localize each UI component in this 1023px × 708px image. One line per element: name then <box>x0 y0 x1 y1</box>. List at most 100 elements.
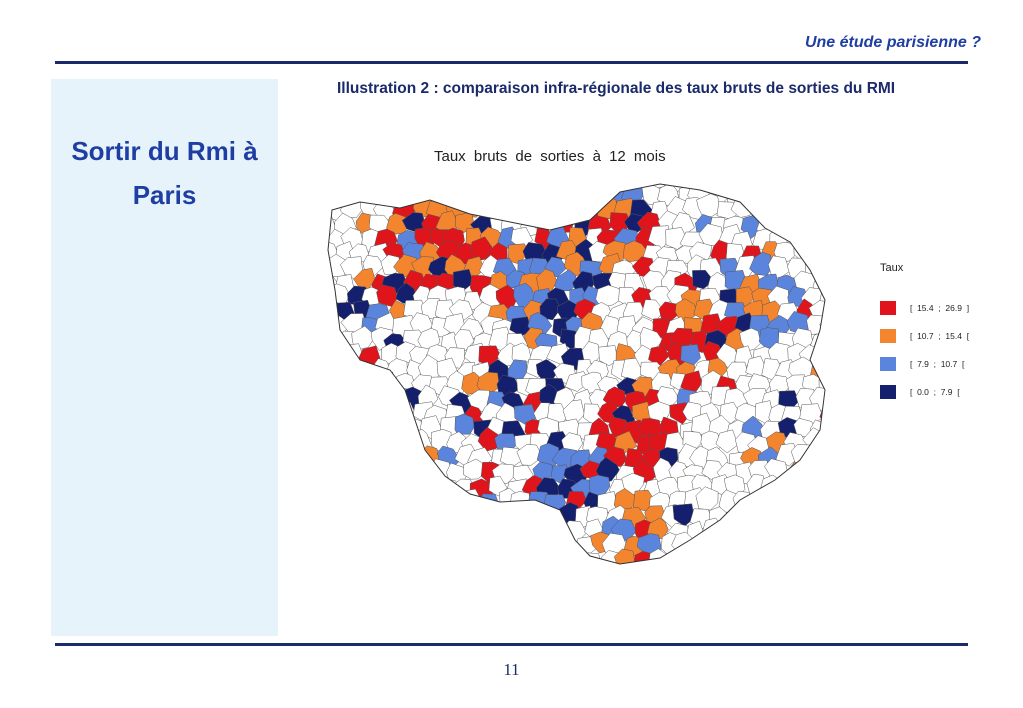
commune-polygon <box>590 563 616 564</box>
commune-polygon <box>774 535 798 558</box>
commune-polygon <box>333 561 358 564</box>
commune-polygon <box>360 184 382 189</box>
commune-polygon <box>340 521 366 543</box>
commune-polygon <box>344 184 368 193</box>
commune-polygon <box>369 184 392 207</box>
commune-polygon <box>810 331 825 357</box>
commune-polygon <box>378 428 401 451</box>
commune-polygon <box>320 374 327 394</box>
legend-item: [ 7.9 ; 10.7 [ <box>880 350 969 378</box>
commune-polygon <box>428 521 455 545</box>
commune-polygon <box>452 533 477 559</box>
commune-polygon <box>511 196 538 220</box>
commune-polygon <box>383 448 407 472</box>
legend-swatch <box>880 329 896 343</box>
commune-polygon <box>562 184 588 191</box>
commune-polygon <box>822 537 825 561</box>
commune-polygon <box>761 503 783 525</box>
commune-polygon <box>408 521 433 545</box>
commune-polygon <box>726 536 751 558</box>
commune-polygon <box>384 473 411 499</box>
commune-polygon <box>413 458 435 482</box>
commune-polygon <box>414 547 435 564</box>
commune-polygon <box>620 358 645 381</box>
commune-polygon <box>485 531 511 558</box>
commune-polygon <box>370 418 389 442</box>
commune-polygon <box>607 566 631 570</box>
commune-polygon <box>502 561 524 564</box>
commune-polygon <box>691 568 714 570</box>
commune-polygon <box>349 388 373 414</box>
commune-polygon <box>328 545 332 564</box>
commune-polygon <box>371 501 396 525</box>
commune-polygon <box>328 462 332 484</box>
commune-polygon <box>828 506 840 526</box>
commune-polygon <box>488 184 509 207</box>
sidebar-title: Sortir du Rmi à Paris <box>51 129 278 217</box>
commune-polygon <box>344 402 367 424</box>
commune-polygon <box>367 449 390 471</box>
commune-polygon <box>819 314 825 337</box>
commune-polygon <box>788 199 809 225</box>
page-number: 11 <box>503 660 520 679</box>
commune-polygon <box>494 184 520 190</box>
commune-polygon <box>715 429 739 454</box>
commune-polygon <box>495 519 520 541</box>
commune-polygon <box>771 522 795 546</box>
commune-polygon <box>507 503 529 528</box>
commune-polygon <box>672 503 695 527</box>
commune-polygon <box>436 563 461 564</box>
commune-polygon <box>443 184 465 192</box>
commune-polygon <box>719 522 740 542</box>
commune-polygon <box>419 534 442 556</box>
commune-polygon <box>392 517 416 539</box>
commune-polygon <box>815 260 825 281</box>
commune-polygon <box>402 532 424 555</box>
commune-polygon <box>331 547 350 564</box>
commune-polygon <box>795 214 819 237</box>
commune-polygon <box>335 445 360 469</box>
commune-polygon <box>370 560 393 564</box>
commune-polygon <box>328 184 330 194</box>
commune-polygon <box>354 559 378 564</box>
commune-polygon <box>503 534 525 557</box>
commune-polygon <box>754 184 776 191</box>
sidebar-panel: Sortir du Rmi à Paris <box>51 79 278 636</box>
commune-polygon <box>555 536 576 560</box>
commune-polygon <box>829 187 840 209</box>
commune-polygon <box>476 515 498 541</box>
commune-polygon <box>819 432 825 453</box>
commune-polygon <box>466 506 491 529</box>
commune-polygon <box>328 254 330 276</box>
commune-polygon <box>753 550 778 564</box>
legend-item: [ 0.0 ; 7.9 [ <box>880 378 969 406</box>
commune-polygon <box>680 344 701 366</box>
commune-polygon <box>427 547 453 564</box>
commune-polygon <box>648 345 669 367</box>
commune-polygon <box>415 445 440 470</box>
commune-polygon <box>328 505 341 527</box>
commune-polygon <box>447 547 472 564</box>
commune-polygon <box>336 539 363 562</box>
commune-polygon <box>819 285 825 308</box>
commune-polygon <box>328 328 343 349</box>
commune-polygon <box>392 429 415 455</box>
commune-polygon <box>595 284 621 308</box>
commune-polygon <box>349 479 372 503</box>
commune-polygon <box>752 491 774 514</box>
commune-polygon <box>373 519 398 542</box>
commune-polygon <box>776 184 799 205</box>
commune-polygon <box>454 186 478 208</box>
commune-polygon <box>328 359 336 381</box>
commune-polygon <box>800 548 823 564</box>
commune-polygon <box>364 401 384 426</box>
commune-polygon <box>819 456 825 480</box>
commune-polygon <box>666 550 690 564</box>
commune-polygon <box>814 185 825 208</box>
commune-polygon <box>328 387 341 412</box>
commune-polygon <box>702 517 725 539</box>
commune-polygon <box>765 491 790 512</box>
commune-polygon <box>387 415 409 440</box>
commune-polygon <box>739 566 761 570</box>
commune-polygon <box>572 185 598 205</box>
